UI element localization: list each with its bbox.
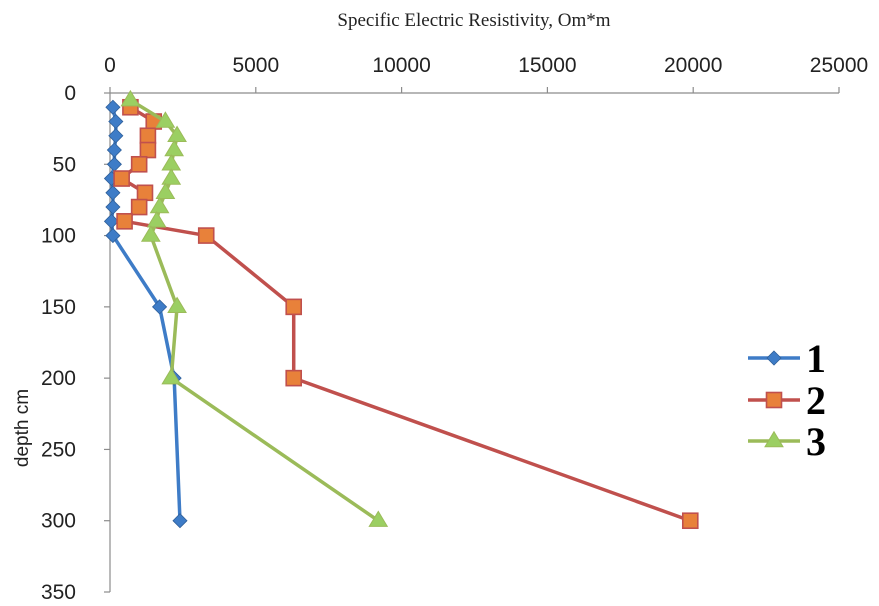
series-3-point xyxy=(155,182,176,199)
x-tick-label: 15000 xyxy=(518,54,576,77)
series-2-point xyxy=(681,512,699,530)
series-3-point xyxy=(368,510,389,527)
x-tick-label: 20000 xyxy=(664,54,722,77)
legend: 123 xyxy=(748,336,826,464)
series-3-point xyxy=(120,89,141,107)
legend-marker xyxy=(764,430,784,448)
series-2 xyxy=(113,98,699,530)
y-tick-label: 250 xyxy=(41,438,76,461)
series-2-point xyxy=(116,213,133,230)
series-2-point xyxy=(139,141,157,159)
series-1-point xyxy=(103,213,120,229)
series-2-point xyxy=(285,369,303,387)
series-3-point xyxy=(149,196,170,214)
legend-item-1: 1 xyxy=(748,336,826,381)
legend-label: 1 xyxy=(806,336,826,381)
series-1-point xyxy=(152,299,168,315)
x-axis-title: Specific Electric Resistivity, Om*m xyxy=(337,10,610,31)
series-1-point xyxy=(108,113,124,130)
series-3-point xyxy=(155,111,176,128)
series-1-point xyxy=(105,185,121,201)
series-2-point xyxy=(130,155,148,173)
series-2-point xyxy=(197,227,215,244)
legend-marker xyxy=(766,350,782,366)
y-tick-label: 200 xyxy=(41,367,76,390)
y-tick-label: 150 xyxy=(41,296,76,319)
series-1-point xyxy=(105,199,121,215)
legend-item-2: 2 xyxy=(748,378,826,423)
series-1 xyxy=(103,99,188,529)
legend-item-3: 3 xyxy=(748,419,826,464)
series-3-point xyxy=(161,168,182,185)
series-group xyxy=(103,89,699,530)
y-axis-title: depth cm xyxy=(12,389,33,467)
y-tick-label: 350 xyxy=(41,581,76,604)
series-2-point xyxy=(113,170,130,187)
y-tick-label: 0 xyxy=(64,82,76,105)
axes: 0 5000 10000 15000 20000 25000 0 50 100 150 200 250… xyxy=(41,54,868,604)
series-3 xyxy=(120,89,389,527)
series-1-point xyxy=(108,128,124,144)
series-3-point xyxy=(167,125,187,142)
series-2-line xyxy=(119,105,693,523)
legend-label: 3 xyxy=(806,419,826,464)
x-tick-label: 0 xyxy=(104,54,116,77)
series-1-point xyxy=(105,99,121,115)
series-3-point xyxy=(161,367,182,385)
series-2-point xyxy=(139,127,157,145)
y-tick-label: 300 xyxy=(41,510,76,533)
series-3-point xyxy=(164,139,185,157)
series-3-point xyxy=(161,154,182,171)
x-tick-label: 10000 xyxy=(372,54,430,77)
x-tick-label: 25000 xyxy=(810,54,868,77)
series-3-point xyxy=(140,225,161,242)
series-1-point xyxy=(105,228,121,244)
y-tick-label: 100 xyxy=(41,225,76,248)
series-2-point xyxy=(136,184,154,202)
series-2-point xyxy=(285,298,303,316)
legend-label: 2 xyxy=(806,378,826,423)
series-1-point xyxy=(172,513,188,529)
series-3-point xyxy=(146,211,167,228)
y-tick-label: 50 xyxy=(53,153,76,176)
x-tick-label: 5000 xyxy=(232,54,279,77)
legend-marker xyxy=(765,391,783,409)
series-2-point xyxy=(130,198,148,216)
series-3-point xyxy=(167,296,187,314)
